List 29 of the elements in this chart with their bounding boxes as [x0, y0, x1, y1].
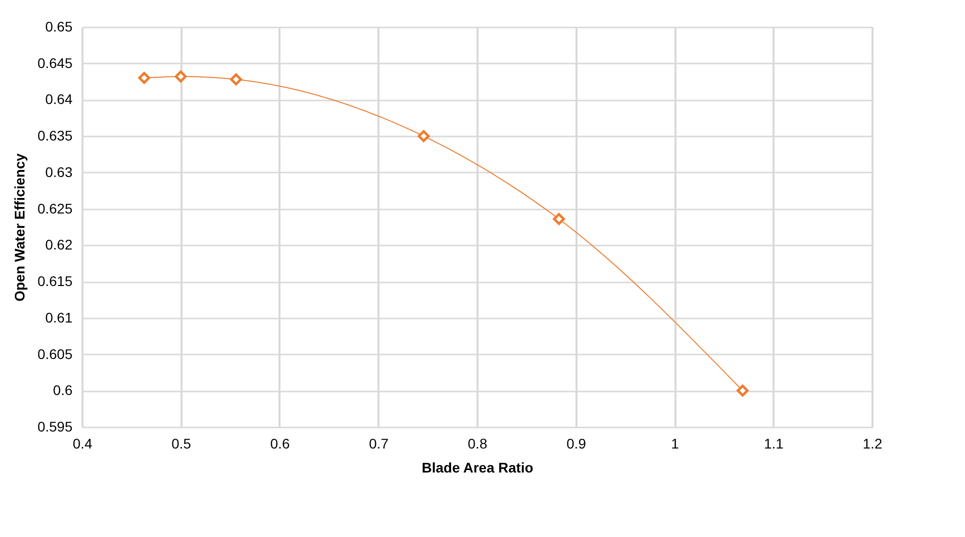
- y-tick-label: 0.645: [37, 54, 73, 71]
- point: [552, 213, 565, 225]
- y-tick-label: 0.6: [53, 382, 73, 398]
- y-tick-label: 0.615: [37, 273, 73, 290]
- point: [138, 72, 150, 84]
- y-tick-label: 0.625: [37, 200, 73, 216]
- y-tick-label: 0.605: [37, 346, 73, 362]
- point: [418, 130, 430, 142]
- x-tick-label: 0.8: [468, 436, 488, 452]
- x-tick-label: 0.7: [369, 436, 389, 452]
- x-axis-title: Blade Area Ratio: [422, 460, 534, 476]
- y-tick-label: 0.65: [45, 18, 73, 34]
- point: [174, 70, 187, 82]
- y-tick-label: 0.64: [45, 91, 73, 108]
- x-tick-label: 0.5: [172, 436, 192, 452]
- x-tick-label: 0.9: [566, 436, 586, 452]
- x-tick-label: 0.4: [72, 436, 92, 452]
- point: [736, 384, 749, 397]
- x-tick-label: 0.6: [270, 436, 290, 452]
- y-tick-label: 0.62: [45, 236, 73, 253]
- x-tick-label: 1.1: [764, 436, 784, 452]
- y-tick-label: 0.635: [37, 128, 73, 144]
- point: [230, 73, 242, 86]
- y-axis-title: Open Water Efficiency: [11, 153, 28, 302]
- x-tick-label: 1.2: [862, 436, 882, 452]
- y-tick-label: 0.61: [45, 309, 73, 326]
- y-tick-label: 0.63: [45, 164, 73, 180]
- x-tick-label: 1: [671, 436, 680, 452]
- y-tick-label: 0.595: [37, 418, 73, 434]
